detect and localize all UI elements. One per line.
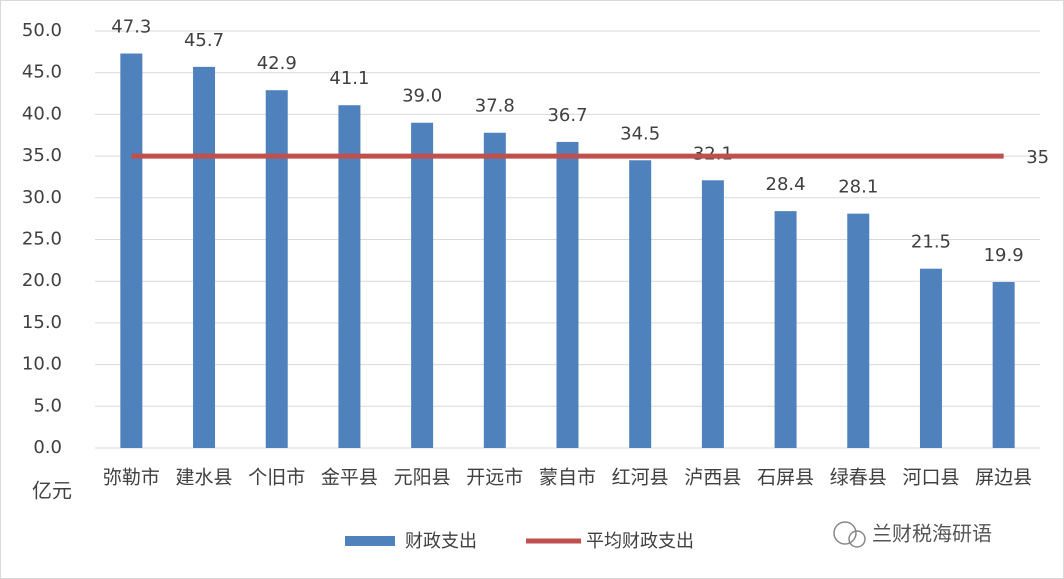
y-tick-label: 10.0 — [22, 354, 62, 375]
x-tick-label: 蒙自市 — [539, 467, 596, 489]
bar — [193, 66, 216, 448]
y-tick-label: 35.0 — [22, 145, 62, 166]
x-tick-label: 屏边县 — [975, 467, 1032, 489]
value-label: 19.9 — [984, 245, 1024, 266]
legend-swatch — [345, 536, 395, 546]
x-tick-label: 开远市 — [466, 467, 523, 489]
line-end-label: 35 — [1026, 147, 1049, 168]
value-label: 28.1 — [838, 177, 878, 198]
value-label: 36.7 — [547, 105, 587, 126]
x-tick-label: 弥勒市 — [103, 467, 160, 489]
x-tick-label: 元阳县 — [394, 467, 451, 489]
legend-label: 财政支出 — [405, 531, 477, 552]
y-tick-label: 50.0 — [22, 20, 62, 41]
bar — [483, 132, 506, 449]
value-label: 39.0 — [402, 86, 442, 107]
bar — [120, 53, 143, 448]
bar — [992, 282, 1015, 448]
bar — [556, 141, 579, 448]
value-label: 41.1 — [329, 68, 369, 89]
legend-label: 平均财政支出 — [586, 531, 694, 552]
value-label: 34.5 — [620, 123, 660, 144]
y-tick-label: 0.0 — [33, 437, 62, 458]
bar — [629, 160, 652, 448]
y-tick-label: 40.0 — [22, 103, 62, 124]
value-label: 45.7 — [184, 30, 224, 51]
x-tick-label: 绿春县 — [830, 467, 887, 489]
x-tick-label: 红河县 — [612, 467, 669, 489]
bar — [338, 105, 361, 448]
value-label: 47.3 — [111, 17, 151, 38]
y-tick-label: 30.0 — [22, 187, 62, 208]
value-label: 28.4 — [766, 174, 806, 195]
x-tick-label: 石屏县 — [757, 467, 814, 489]
x-tick-label: 金平县 — [321, 467, 378, 489]
value-label: 42.9 — [257, 53, 297, 74]
bar — [847, 213, 870, 448]
y-tick-label: 20.0 — [22, 270, 62, 291]
y-tick-label: 15.0 — [22, 312, 62, 333]
bar — [411, 122, 434, 449]
x-tick-label: 建水县 — [176, 467, 233, 489]
value-label: 21.5 — [911, 232, 951, 253]
bar — [774, 211, 797, 448]
bar — [919, 268, 942, 448]
watermark-icon — [833, 521, 866, 548]
y-unit: 亿元 — [32, 479, 72, 503]
y-tick-label: 5.0 — [33, 395, 62, 416]
x-tick-label: 泸西县 — [684, 467, 741, 489]
y-tick-label: 25.0 — [22, 229, 62, 250]
x-tick-label: 河口县 — [902, 467, 959, 489]
x-tick-label: 个旧市 — [248, 467, 305, 489]
y-tick-label: 45.0 — [22, 62, 62, 83]
bar — [701, 180, 724, 448]
watermark: 兰财税海研语 — [872, 522, 992, 546]
value-label: 37.8 — [475, 96, 515, 117]
bar — [265, 90, 288, 449]
